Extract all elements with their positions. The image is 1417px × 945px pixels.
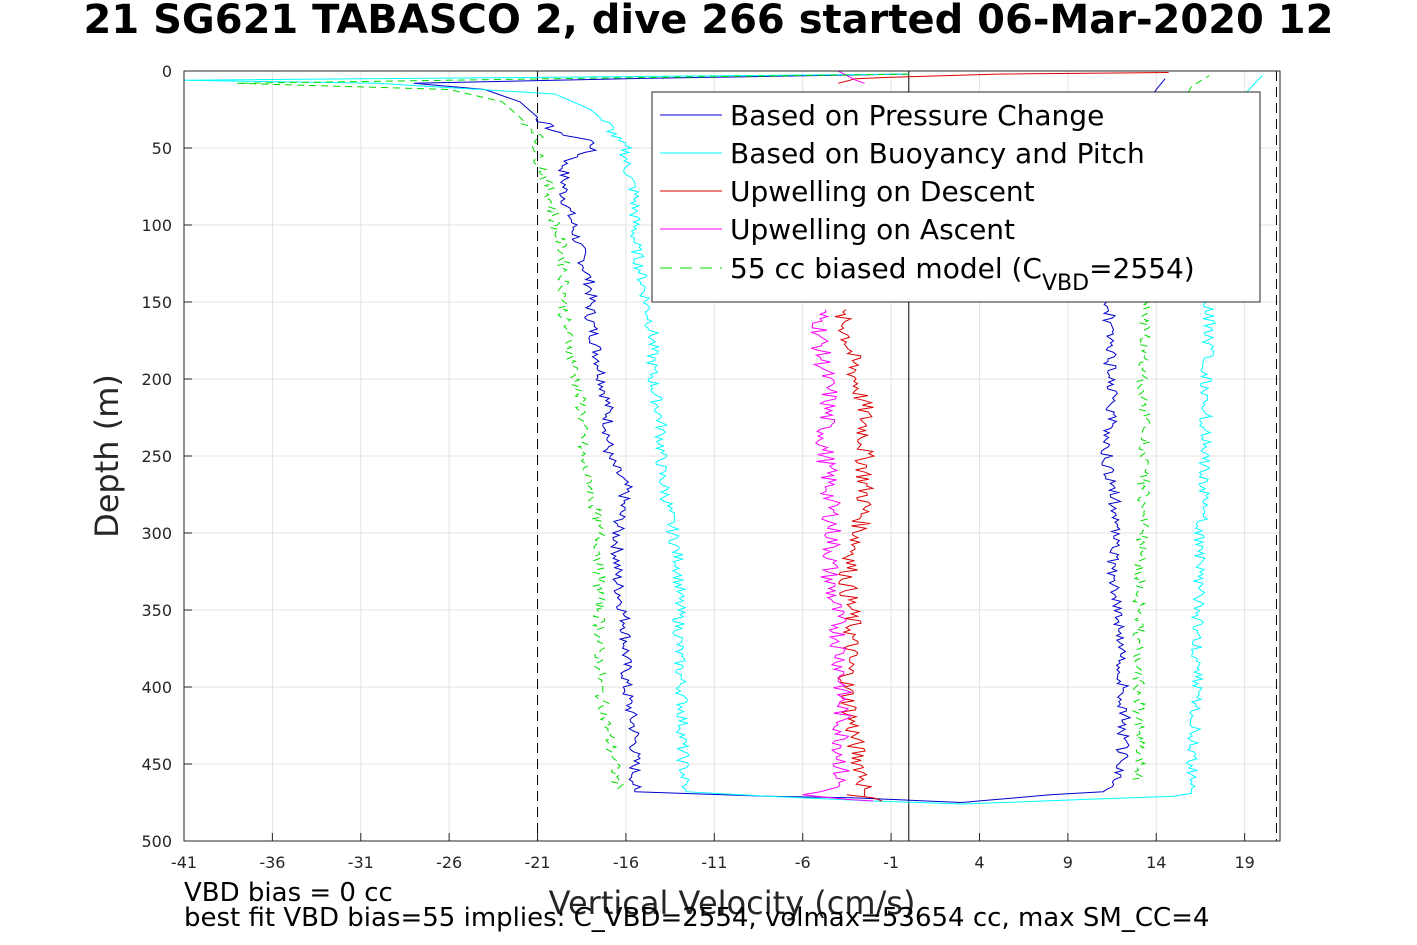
chart-title: 21 SG621 TABASCO 2, dive 266 started 06-… xyxy=(83,0,1334,43)
y-tick-label: 400 xyxy=(141,678,172,697)
y-tick-label: 150 xyxy=(141,293,172,312)
x-tick-labels: -41 -36 -31 -26 -21 -16 -11 -6 -1 4 9 14 19 xyxy=(171,853,1255,872)
x-axis-label: Vertical Velocity (cm/s) xyxy=(549,884,916,922)
series-line-descent xyxy=(837,70,865,84)
legend-label-pressure: Based on Pressure Change xyxy=(730,99,1104,132)
y-tick-label: 250 xyxy=(141,447,172,466)
series-group-2 xyxy=(834,72,1169,802)
legend-label-upwelling-descent: Upwelling on Descent xyxy=(730,175,1035,208)
x-tick-label: -16 xyxy=(613,853,639,872)
series-line-descent xyxy=(837,72,1169,84)
legend-label-biased-model: 55 cc biased model (CVBD=2554) xyxy=(730,252,1195,296)
plot-frame xyxy=(183,70,1281,842)
data-series xyxy=(183,70,1263,805)
y-tick-label: 450 xyxy=(141,755,172,774)
series-line-descent xyxy=(183,73,962,805)
y-tick-label: 200 xyxy=(141,370,172,389)
legend-label-biased-model-main: 55 cc biased model (C xyxy=(730,252,1042,285)
x-tick-label: -41 xyxy=(171,853,197,872)
x-tick-label: -31 xyxy=(348,853,374,872)
series-group-3 xyxy=(802,70,874,802)
x-tick-label: -21 xyxy=(524,853,550,872)
legend-box xyxy=(651,91,1261,303)
series-line-descent xyxy=(413,73,962,803)
x-tick-label: -26 xyxy=(436,853,462,872)
y-tick-labels: 0 50 100 150 200 250 300 350 400 450 500 xyxy=(141,62,172,851)
legend: Based on Pressure Change Based on Buoyan… xyxy=(651,91,1261,303)
series-line-descent_deep xyxy=(834,309,876,797)
y-tick-label: 300 xyxy=(141,524,172,543)
y-tick-label: 50 xyxy=(152,139,172,158)
x-tick-label: -1 xyxy=(883,853,899,872)
series-line-descent_deep xyxy=(802,309,854,796)
y-tick-label: 100 xyxy=(141,216,172,235)
x-tick-label: 9 xyxy=(1063,853,1073,872)
legend-label-upwelling-ascent: Upwelling on Ascent xyxy=(730,213,1015,246)
series-line-ascent xyxy=(802,794,874,802)
x-tick-label: -36 xyxy=(259,853,285,872)
x-tick-label: 4 xyxy=(974,853,984,872)
y-tick-label: 500 xyxy=(141,832,172,851)
x-tick-label: -6 xyxy=(795,853,811,872)
footnote-best-fit: best fit VBD bias=55 implies: C_VBD=2554… xyxy=(184,903,1210,933)
legend-label-biased-model-sub: VBD xyxy=(1042,271,1089,296)
y-tick-label: 0 xyxy=(162,62,172,81)
series-line-ascent xyxy=(846,794,883,802)
footnote-vbd-bias: VBD bias = 0 cc xyxy=(184,878,393,908)
legend-label-biased-model-tail: =2554) xyxy=(1089,252,1195,285)
x-tick-label: -11 xyxy=(701,853,727,872)
y-axis-label: Depth (m) xyxy=(88,374,126,538)
x-tick-label: 19 xyxy=(1234,853,1254,872)
y-tick-label: 350 xyxy=(141,601,172,620)
x-tick-label: 14 xyxy=(1146,853,1166,872)
legend-label-buoyancy: Based on Buoyancy and Pitch xyxy=(730,137,1145,170)
